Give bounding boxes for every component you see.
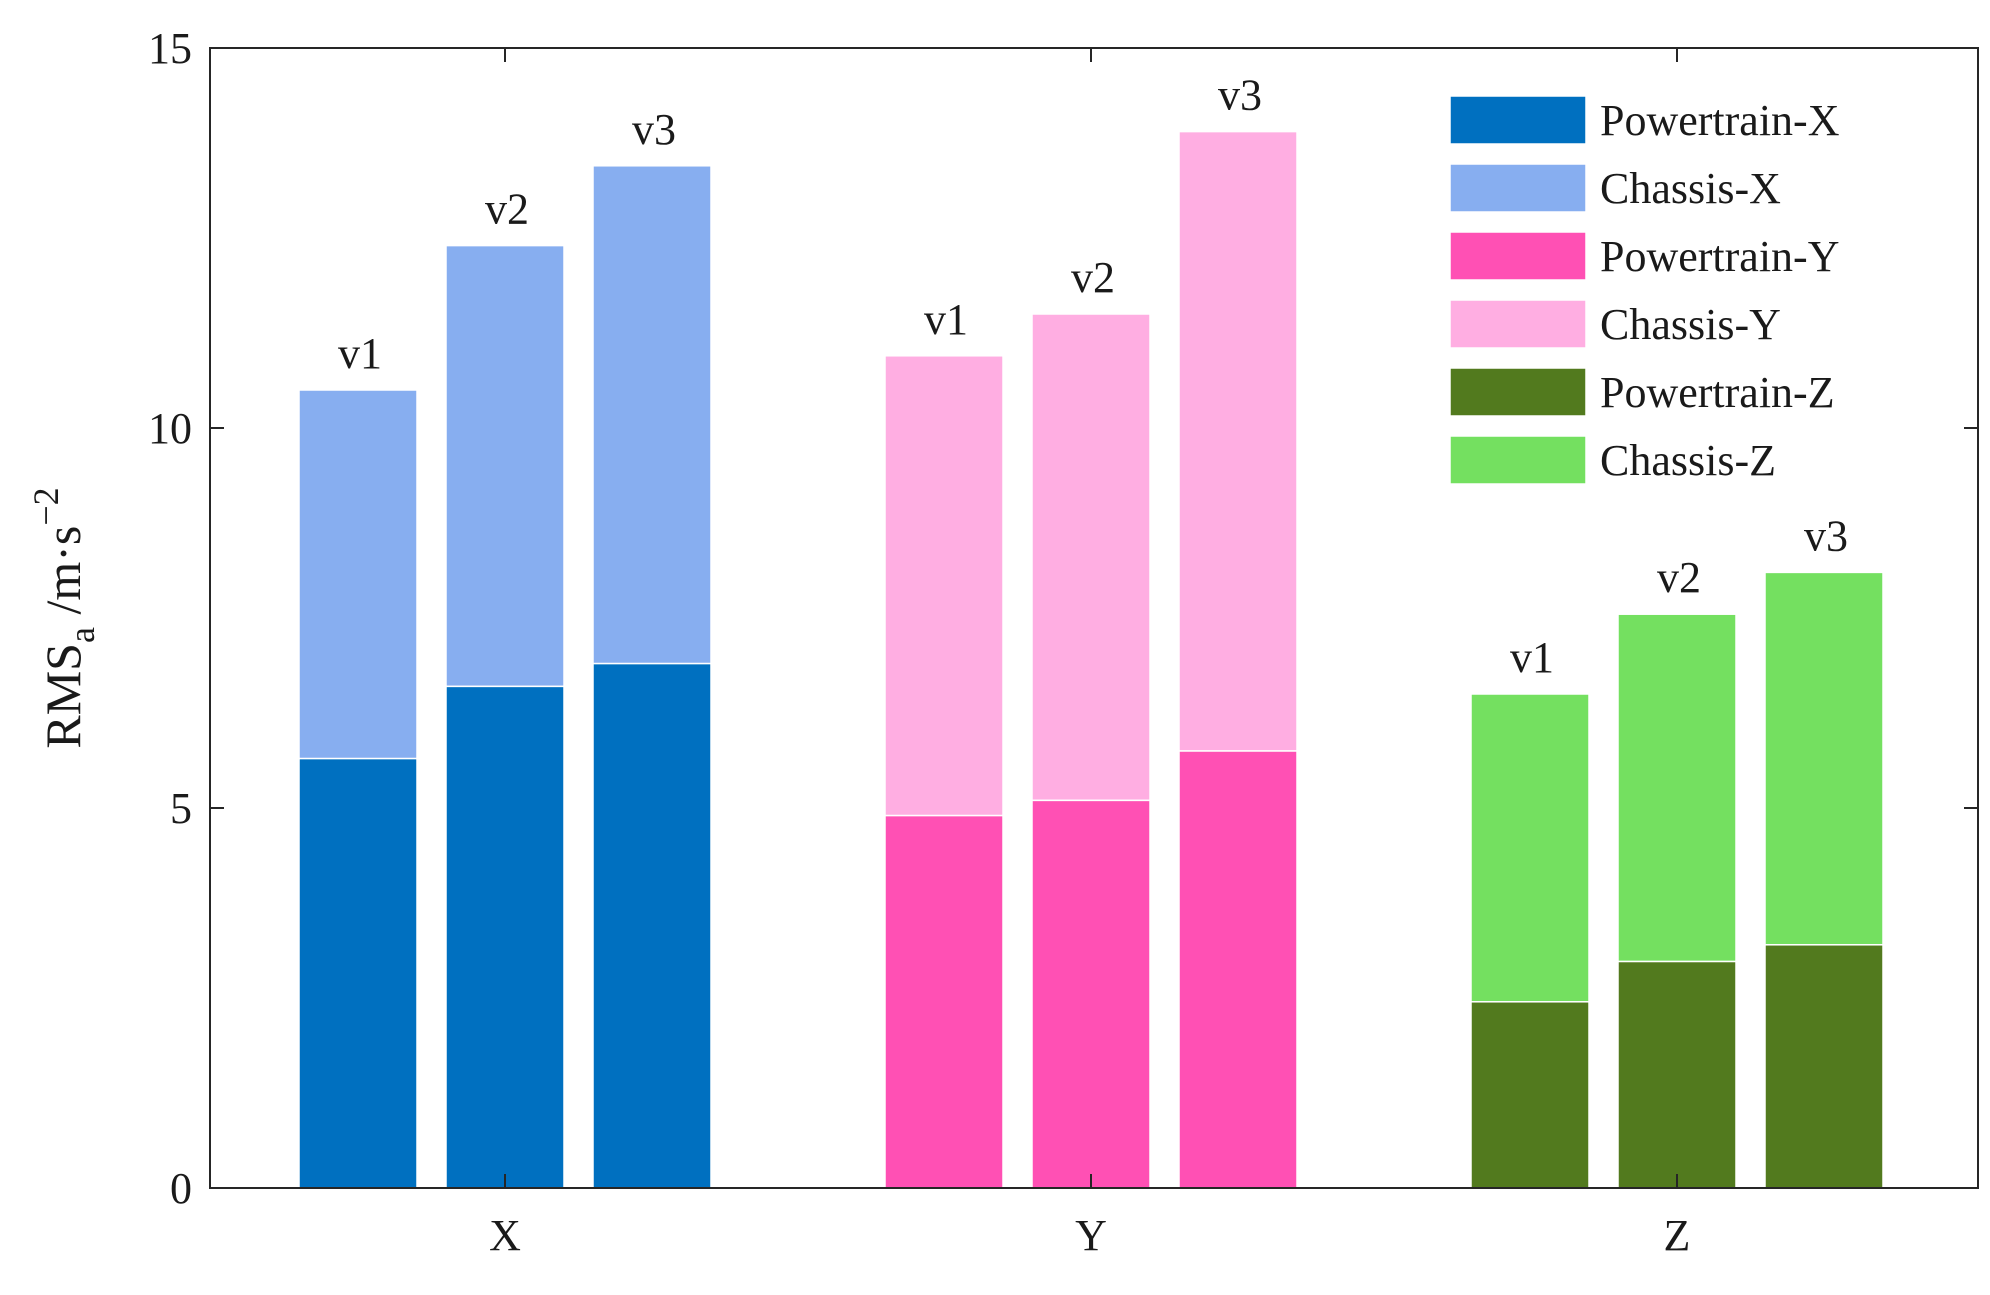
bar-chassis-z-v3: [1764, 571, 1884, 946]
y-tick-label-10: 10: [148, 404, 192, 453]
legend-label-powertrain-z: Powertrain-Z: [1600, 368, 1835, 417]
ticks-layer: [210, 47, 1978, 1189]
bar-label-x-v1: v1: [338, 329, 382, 378]
x-tick-label-Z: Z: [1664, 1211, 1691, 1260]
legend-label-chassis-z: Chassis-Z: [1600, 436, 1776, 485]
bar-powertrain-y-v3: [1178, 750, 1298, 1189]
y-axis-label-main: RMS: [35, 643, 91, 749]
x-tick-label-Y: Y: [1075, 1211, 1107, 1260]
bar-label-x-v3: v3: [632, 105, 676, 154]
legend-label-powertrain-x: Powertrain-X: [1600, 96, 1840, 145]
bar-label-z-v1: v1: [1510, 633, 1554, 682]
bar-label-z-v2: v2: [1657, 553, 1701, 602]
legend-swatch-chassis-x: [1449, 163, 1587, 213]
bar-chassis-x-v1: [298, 389, 418, 760]
bar-chassis-y-v1: [884, 355, 1004, 817]
y-tick-label-5: 5: [170, 784, 192, 833]
legend-swatch-powertrain-x: [1449, 95, 1587, 145]
bar-chassis-x-v3: [592, 165, 712, 665]
y-tick-label-15: 15: [148, 24, 192, 73]
y-axis-label: RMSa /m·s−2: [26, 487, 102, 748]
bar-chassis-x-v2: [445, 244, 565, 688]
bar-chassis-z-v1: [1470, 693, 1590, 1003]
labels-layer: v1 v2 v3 Xv1 v2 v3 Yv1 v2 v3 Z 0 5 10 15: [148, 24, 1848, 1260]
y-axis-label-exponent: −2: [26, 487, 66, 525]
bar-powertrain-x-v2: [445, 685, 565, 1189]
bar-powertrain-z-v1: [1470, 1001, 1590, 1189]
bar-powertrain-z-v2: [1617, 960, 1737, 1189]
y-axis-label-unit: /m·s: [35, 526, 91, 627]
legend-label-chassis-x: Chassis-X: [1600, 164, 1781, 213]
legend-swatch-powertrain-z: [1449, 367, 1587, 417]
bar-powertrain-x-v1: [298, 757, 418, 1189]
legend-swatch-chassis-z: [1449, 435, 1587, 485]
axes-box: [209, 47, 1979, 1189]
bar-label-y-v3: v3: [1218, 71, 1262, 120]
y-axis-label-subscript: a: [62, 627, 102, 643]
legend-label-chassis-y: Chassis-Y: [1600, 300, 1781, 349]
legend-swatch-powertrain-y: [1449, 231, 1587, 281]
bar-label-z-v3: v3: [1804, 511, 1848, 560]
bar-chassis-y-v3: [1178, 130, 1298, 752]
bar-powertrain-y-v2: [1031, 799, 1151, 1189]
bar-powertrain-x-v3: [592, 662, 712, 1189]
y-tick-label-0: 0: [170, 1164, 192, 1213]
bar-chassis-y-v2: [1031, 313, 1151, 802]
bar-label-y-v1: v1: [924, 295, 968, 344]
bar-chassis-z-v2: [1617, 613, 1737, 963]
bar-label-x-v2: v2: [485, 185, 529, 234]
legend-label-powertrain-y: Powertrain-Y: [1600, 232, 1840, 281]
legend-swatch-chassis-y: [1449, 299, 1587, 349]
bars-layer: [298, 130, 1884, 1189]
bar-powertrain-y-v1: [884, 814, 1004, 1189]
bar-label-y-v2: v2: [1071, 253, 1115, 302]
legend: Powertrain-X Chassis-X Powertrain-Y Chassis…: [1449, 95, 1840, 485]
x-tick-label-X: X: [489, 1211, 521, 1260]
bar-powertrain-z-v3: [1764, 944, 1884, 1189]
